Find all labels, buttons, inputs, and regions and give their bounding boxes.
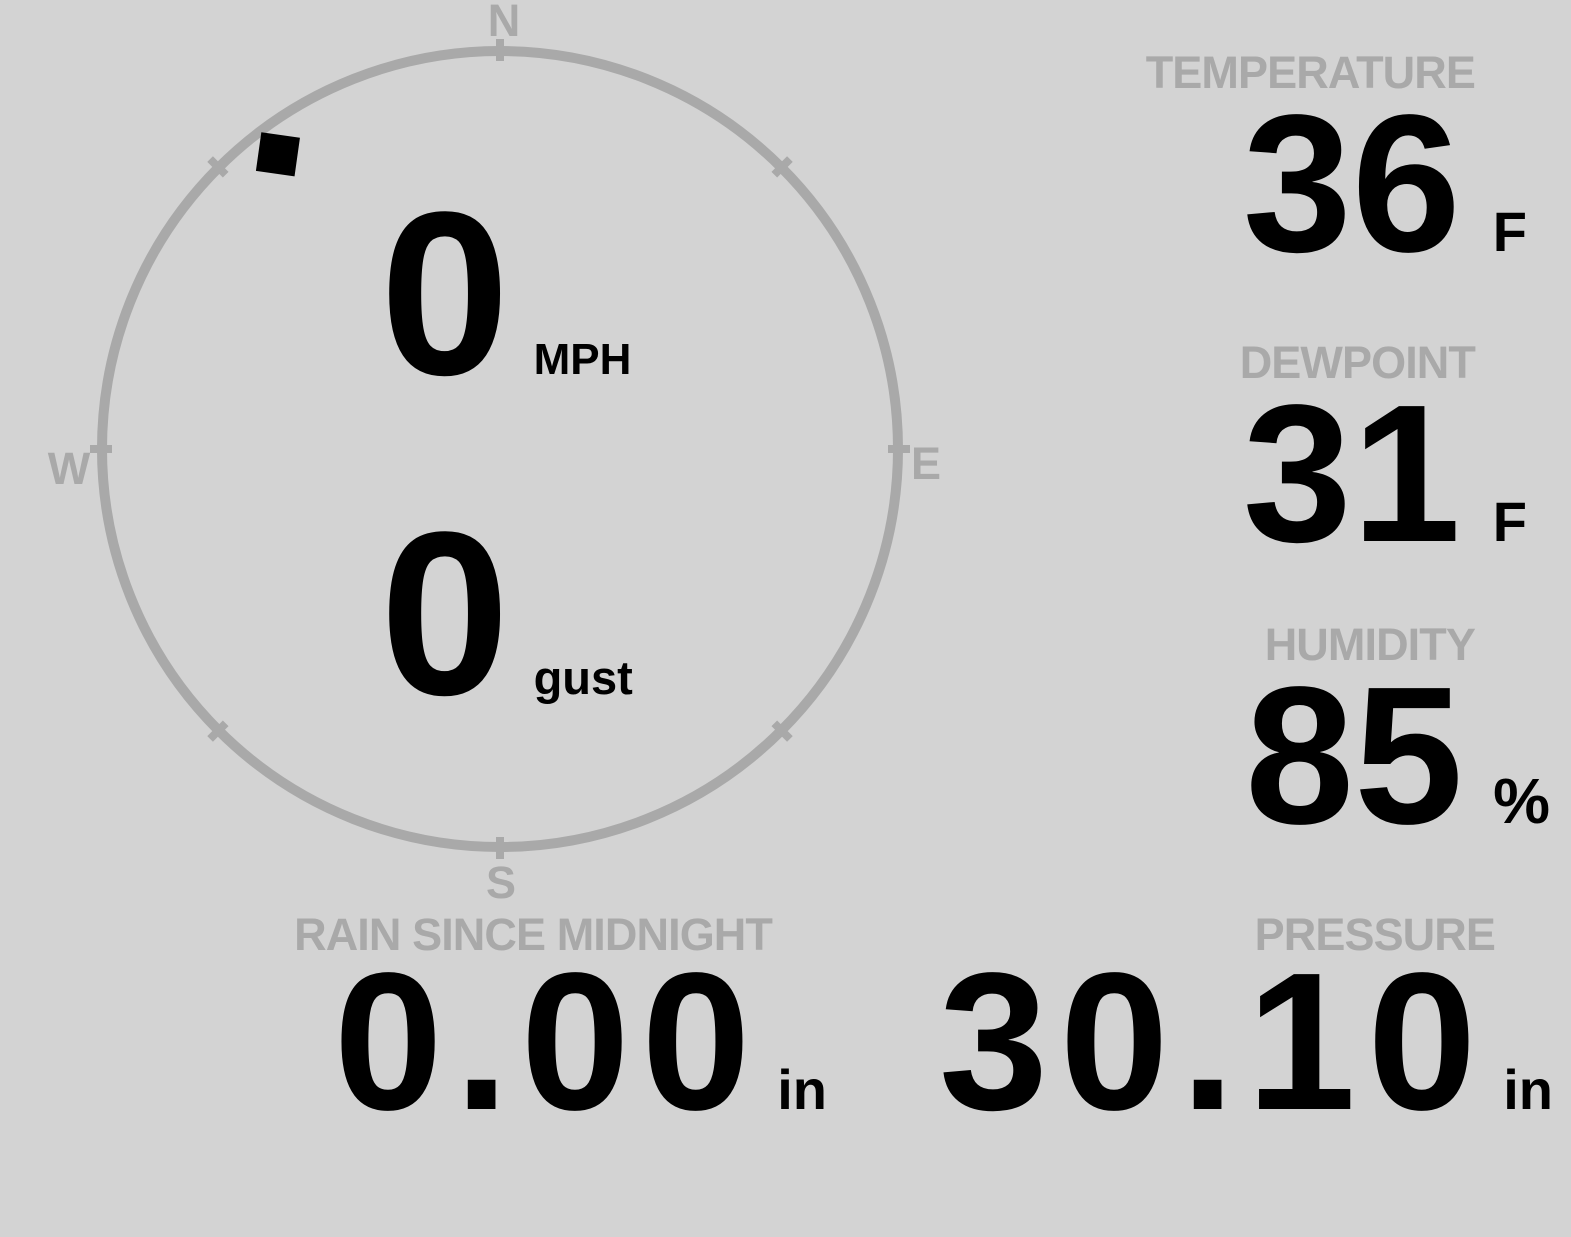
metric-dewpoint: DEWPOINT 31 F bbox=[1040, 340, 1550, 572]
compass-tick-se bbox=[771, 720, 793, 742]
wind-compass-dial bbox=[90, 39, 910, 859]
temperature-unit: F bbox=[1492, 200, 1527, 263]
compass-tick-ne bbox=[771, 156, 793, 178]
metric-rain-since-midnight: RAIN SINCE MIDNIGHT 0.00 in bbox=[140, 912, 827, 1140]
compass-label-west: W bbox=[47, 443, 91, 494]
wind-gust-value: 0 bbox=[380, 484, 510, 744]
humidity-value: 85 bbox=[1245, 646, 1464, 865]
wind-gust-unit: gust bbox=[533, 651, 633, 704]
rain-label: RAIN SINCE MIDNIGHT bbox=[294, 909, 773, 960]
compass-label-south: S bbox=[485, 857, 517, 908]
wind-speed-value: 0 bbox=[380, 164, 510, 424]
compass-tick-sw bbox=[207, 720, 229, 742]
dewpoint-label: DEWPOINT bbox=[1239, 337, 1476, 388]
wind-speed: 0 MPH bbox=[380, 178, 631, 411]
metric-humidity: HUMIDITY 85 % bbox=[1040, 622, 1550, 854]
wind-direction-marker bbox=[255, 132, 300, 177]
compass-label-north: N bbox=[487, 0, 521, 46]
metric-temperature: TEMPERATURE 36 F bbox=[1040, 50, 1550, 282]
rain-value: 0.00 bbox=[333, 932, 763, 1151]
wind-direction-diamond-icon bbox=[255, 132, 300, 177]
temperature-value: 36 bbox=[1242, 74, 1461, 293]
pressure-unit: in bbox=[1503, 1058, 1553, 1121]
humidity-unit: % bbox=[1493, 765, 1550, 837]
metric-pressure: PRESSURE 30.10 in bbox=[850, 912, 1553, 1140]
wind-speed-unit: MPH bbox=[533, 335, 632, 384]
pressure-label: PRESSURE bbox=[1254, 909, 1496, 960]
wind-compass: N E S W 0 MPH 0 gust bbox=[0, 0, 1000, 950]
rain-unit: in bbox=[777, 1058, 827, 1121]
wind-gust: 0 gust bbox=[380, 498, 633, 731]
temperature-label: TEMPERATURE bbox=[1145, 47, 1476, 98]
dewpoint-unit: F bbox=[1492, 490, 1527, 553]
humidity-label: HUMIDITY bbox=[1264, 619, 1476, 670]
compass-label-east: E bbox=[910, 438, 942, 489]
compass-tick-nw bbox=[207, 156, 229, 178]
dewpoint-value: 31 bbox=[1242, 364, 1461, 583]
compass-ticks bbox=[90, 39, 910, 859]
pressure-value: 30.10 bbox=[938, 932, 1489, 1151]
